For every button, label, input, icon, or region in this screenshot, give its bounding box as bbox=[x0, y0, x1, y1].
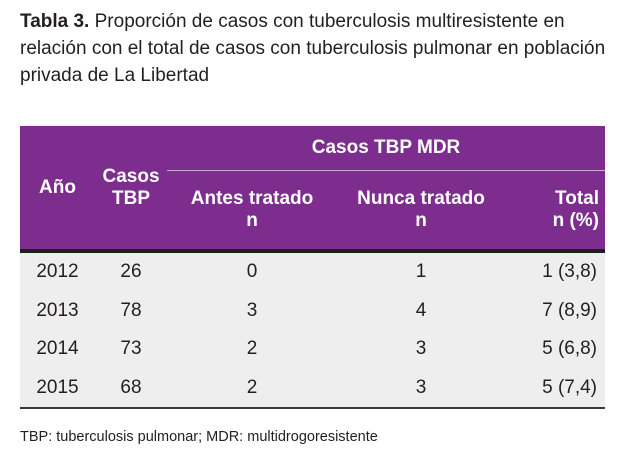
header-cases-line1: Casos bbox=[102, 165, 160, 187]
cell-year: 2015 bbox=[20, 368, 95, 409]
header-never-line1: Nunca tratado bbox=[357, 188, 485, 209]
cell-before-treated: 2 bbox=[167, 330, 337, 369]
table-header: Año Casos TBP Casos TBP MDR Antes tratad… bbox=[20, 126, 606, 251]
cell-cases: 78 bbox=[95, 291, 167, 330]
data-table: Año Casos TBP Casos TBP MDR Antes tratad… bbox=[20, 126, 606, 409]
table-footnote: TBP: tuberculosis pulmonar; MDR: multidr… bbox=[20, 429, 378, 445]
cell-never-treated: 1 bbox=[337, 249, 505, 292]
cell-total: 5 (7,4) bbox=[505, 368, 606, 409]
cell-before-treated: 2 bbox=[167, 368, 337, 409]
header-group-mdr: Casos TBP MDR bbox=[167, 126, 606, 171]
table-caption: Tabla 3. Proporción de casos con tubercu… bbox=[20, 8, 610, 89]
header-total: Total n (%) bbox=[505, 170, 606, 251]
cell-total: 1 (3,8) bbox=[505, 249, 606, 292]
header-year: Año bbox=[20, 126, 95, 251]
cell-never-treated: 3 bbox=[337, 330, 505, 369]
cell-cases: 73 bbox=[95, 330, 167, 369]
table-row: 2014 73 2 3 5 (6,8) bbox=[20, 330, 606, 369]
caption-label: Tabla 3. bbox=[20, 11, 90, 32]
cell-year: 2013 bbox=[20, 291, 95, 330]
cell-year: 2012 bbox=[20, 249, 95, 292]
header-cases-line2: TBP bbox=[112, 187, 150, 209]
header-before-line1: Antes tratado bbox=[190, 188, 314, 209]
table-row: 2015 68 2 3 5 (7,4) bbox=[20, 368, 606, 409]
cell-before-treated: 3 bbox=[167, 291, 337, 330]
cell-never-treated: 3 bbox=[337, 368, 505, 409]
cell-before-treated: 0 bbox=[167, 249, 337, 292]
table-body: 2012 26 0 1 1 (3,8) 2013 78 3 4 7 (8,9) … bbox=[20, 249, 606, 409]
header-total-line1: Total bbox=[555, 188, 600, 209]
table-row: 2013 78 3 4 7 (8,9) bbox=[20, 291, 606, 330]
cell-total: 5 (6,8) bbox=[505, 330, 606, 369]
header-before-line2: n bbox=[246, 210, 258, 231]
cell-cases: 68 bbox=[95, 368, 167, 409]
table-row: 2012 26 0 1 1 (3,8) bbox=[20, 249, 606, 292]
cell-cases: 26 bbox=[95, 249, 167, 292]
header-never-line2: n bbox=[415, 210, 427, 231]
cell-never-treated: 4 bbox=[337, 291, 505, 330]
header-total-line2: n (%) bbox=[552, 210, 600, 231]
header-never-treated: Nunca tratado n bbox=[337, 170, 505, 251]
header-before-treated: Antes tratado n bbox=[167, 170, 337, 251]
header-cases: Casos TBP bbox=[95, 126, 167, 251]
data-table-container: Año Casos TBP Casos TBP MDR Antes tratad… bbox=[20, 126, 606, 409]
cell-year: 2014 bbox=[20, 330, 95, 369]
caption-text: Proporción de casos con tuberculosis mul… bbox=[20, 11, 606, 86]
cell-total: 7 (8,9) bbox=[505, 291, 606, 330]
